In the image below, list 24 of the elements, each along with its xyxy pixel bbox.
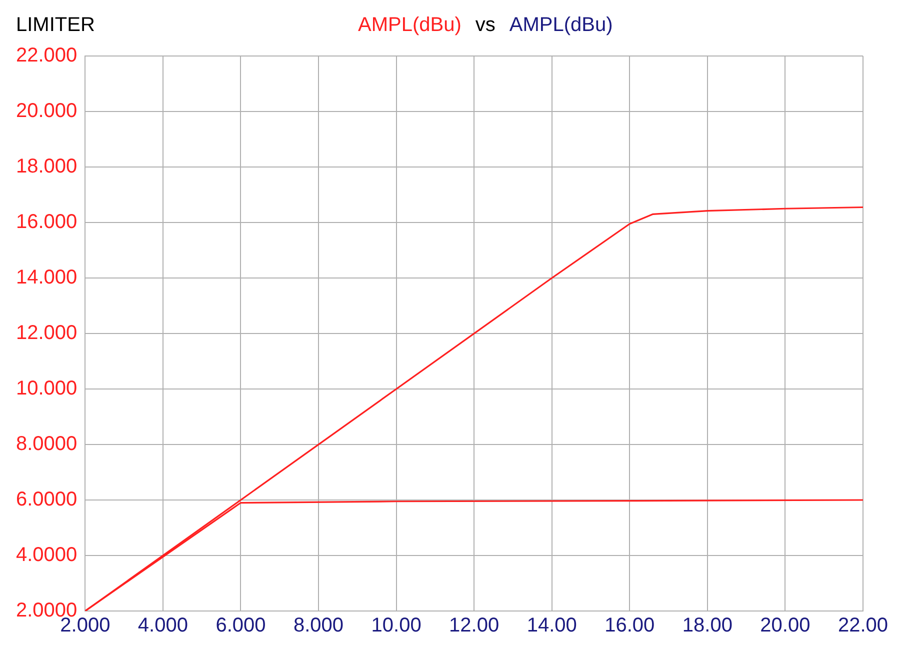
x-tick-label: 10.00 <box>371 614 422 637</box>
x-tick-label: 14.00 <box>526 614 577 637</box>
x-tick-label: 20.00 <box>760 614 810 637</box>
x-tick-label: 18.00 <box>682 614 732 637</box>
y-tick-label: 8.0000 <box>16 433 78 456</box>
text: vs <box>475 14 496 37</box>
x-tick-label: 16.00 <box>604 614 655 637</box>
y-tick-label: 10.000 <box>16 378 78 400</box>
y-tick-label: 4.0000 <box>16 544 78 566</box>
x-tick-label: 12.00 <box>449 614 500 637</box>
y-tick-label: 16.000 <box>16 211 78 234</box>
y-tick-label: 12.000 <box>16 322 78 344</box>
chart-title: LIMITER <box>16 14 95 37</box>
y-tick-label: 20.000 <box>16 100 78 122</box>
x-tick-label: 8.000 <box>293 614 344 637</box>
x-tick-label: 6.000 <box>216 614 266 637</box>
x-tick-label: 4.000 <box>138 614 188 637</box>
y-tick-label: 22.000 <box>16 44 78 67</box>
x-axis-title: AMPL(dBu) <box>509 14 613 37</box>
y-axis-title: AMPL(dBu) <box>358 14 462 37</box>
y-tick-label: 14.000 <box>16 266 78 289</box>
y-tick-label: 18.000 <box>16 156 78 178</box>
x-tick-label: 22.00 <box>838 614 888 637</box>
y-tick-label: 6.0000 <box>16 488 78 511</box>
